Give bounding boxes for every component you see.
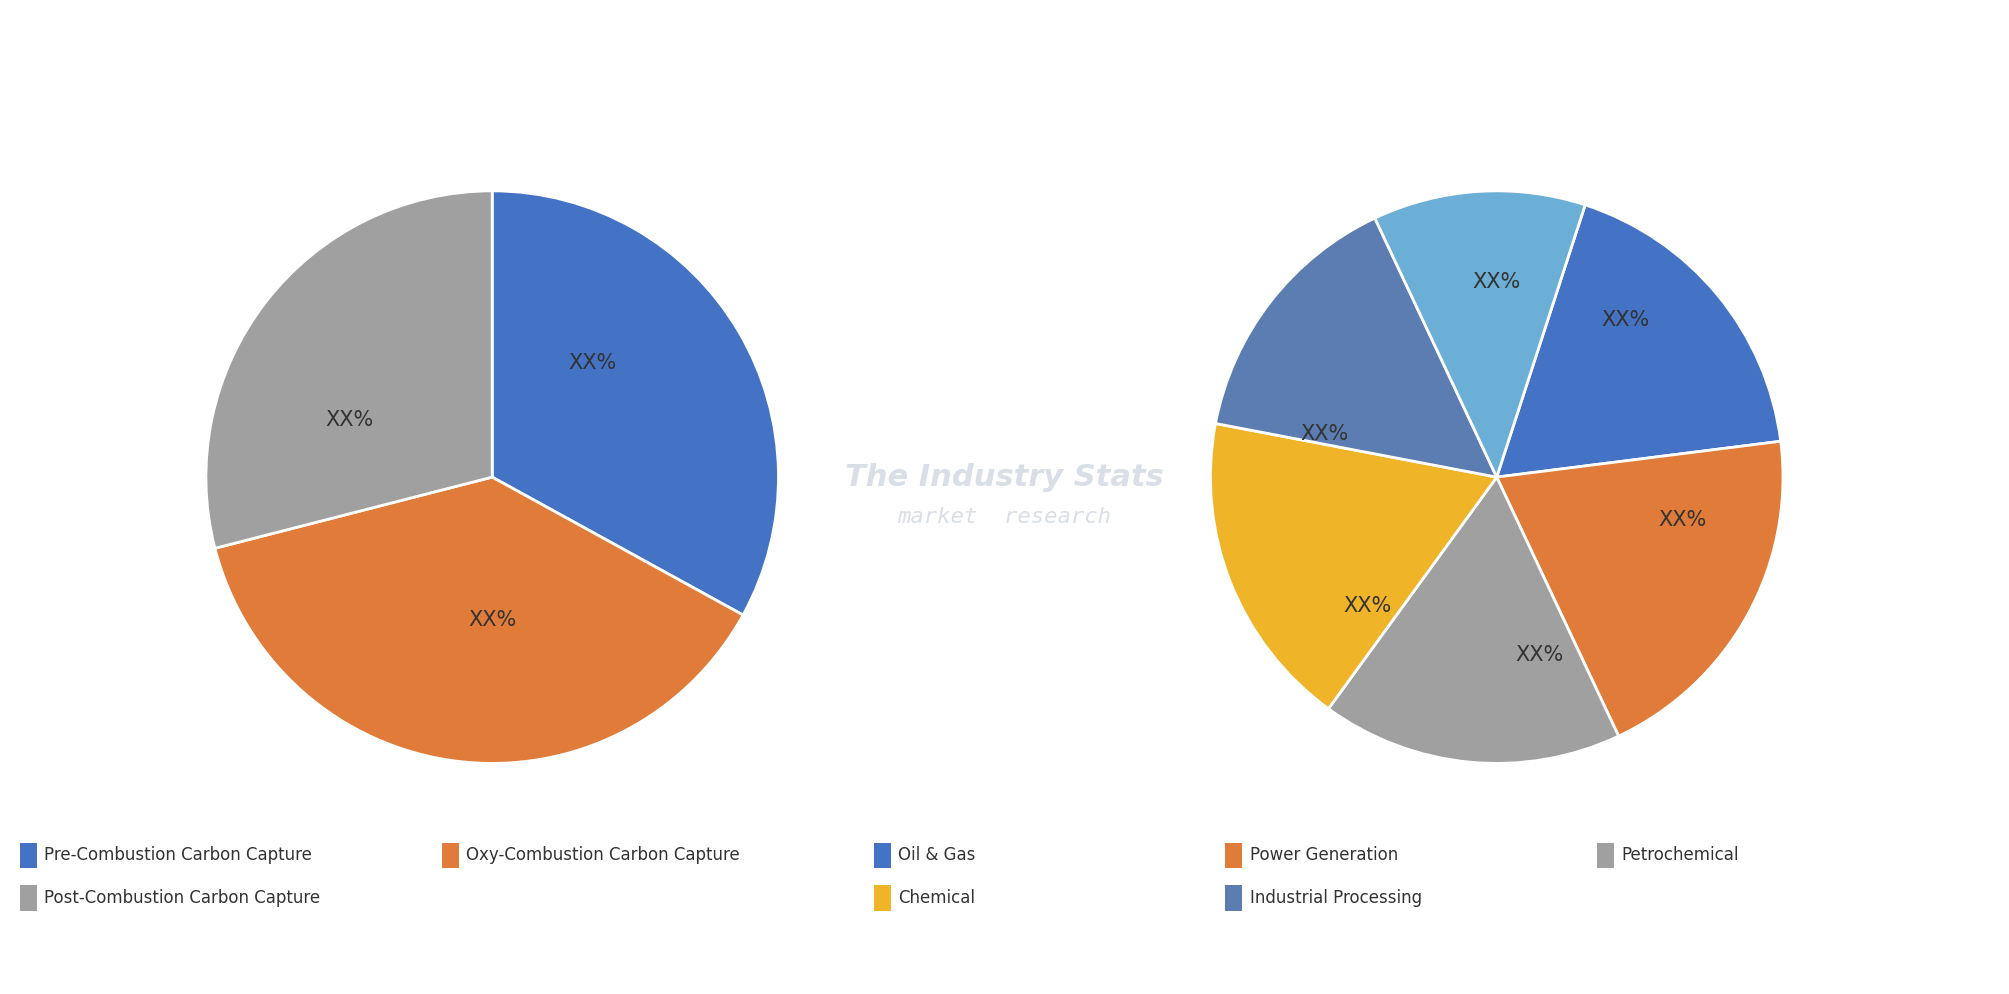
Text: XX%: XX% [325, 410, 374, 429]
FancyBboxPatch shape [874, 886, 890, 911]
Text: Chemical: Chemical [898, 889, 974, 907]
Wedge shape [207, 191, 492, 549]
FancyBboxPatch shape [20, 886, 36, 911]
Wedge shape [1374, 191, 1585, 477]
Text: XX%: XX% [1515, 644, 1563, 665]
Text: Oil & Gas: Oil & Gas [898, 846, 976, 864]
Text: Website: www.theindustrystats.com: Website: www.theindustrystats.com [1627, 947, 1969, 966]
Text: XX%: XX% [468, 610, 516, 630]
Text: Source: Theindustrystats Analysis: Source: Theindustrystats Analysis [40, 947, 360, 966]
Wedge shape [1215, 218, 1497, 477]
Wedge shape [1497, 205, 1780, 477]
Text: Fig. Global Carbon Capture and Sequestration (CCS) Market Share by Product Types: Fig. Global Carbon Capture and Sequestra… [311, 40, 1698, 65]
Text: Email: sales@theindustrystats.com: Email: sales@theindustrystats.com [840, 947, 1169, 966]
Text: Petrochemical: Petrochemical [1621, 846, 1738, 864]
Wedge shape [1497, 441, 1782, 737]
Text: market  research: market research [898, 507, 1111, 527]
Wedge shape [215, 477, 743, 763]
Text: XX%: XX% [1344, 596, 1392, 616]
FancyBboxPatch shape [1225, 843, 1242, 868]
Text: XX%: XX% [1601, 310, 1649, 330]
Text: XX%: XX% [569, 353, 617, 373]
FancyBboxPatch shape [20, 843, 36, 868]
Text: Power Generation: Power Generation [1250, 846, 1398, 864]
FancyBboxPatch shape [442, 843, 458, 868]
FancyBboxPatch shape [1597, 843, 1613, 868]
Wedge shape [492, 191, 777, 615]
Wedge shape [1211, 423, 1497, 709]
FancyBboxPatch shape [874, 843, 890, 868]
Text: Oxy-Combustion Carbon Capture: Oxy-Combustion Carbon Capture [466, 846, 739, 864]
Text: The Industry Stats: The Industry Stats [846, 462, 1163, 492]
Wedge shape [1328, 477, 1619, 763]
FancyBboxPatch shape [1225, 886, 1242, 911]
Text: XX%: XX% [1473, 272, 1521, 292]
Text: Industrial Processing: Industrial Processing [1250, 889, 1422, 907]
Text: Pre-Combustion Carbon Capture: Pre-Combustion Carbon Capture [44, 846, 311, 864]
Text: XX%: XX% [1659, 510, 1708, 530]
Text: Post-Combustion Carbon Capture: Post-Combustion Carbon Capture [44, 889, 319, 907]
Text: XX%: XX% [1300, 424, 1350, 444]
